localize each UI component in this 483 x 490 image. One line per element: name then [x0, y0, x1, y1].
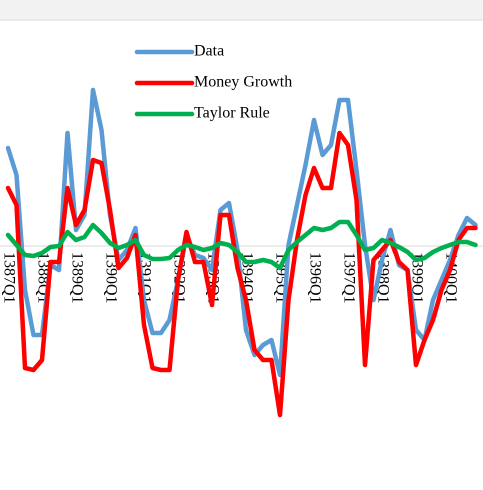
- plot-area: 1387Q1 1388Q1 1389Q1 1390Q1 1391Q1 1392Q1 1393…: [0, 87, 483, 418]
- x-tick-label: 1390Q1: [102, 252, 119, 304]
- top-bar: [0, 0, 483, 20]
- data-line: [5, 87, 478, 378]
- x-tick-label: 1389Q1: [68, 252, 85, 304]
- legend-label: Data: [194, 43, 224, 60]
- legend-label: Money Growth: [194, 74, 292, 91]
- data-line: [5, 130, 478, 418]
- x-tick-label: 1387Q1: [0, 252, 17, 304]
- data-line: [5, 219, 478, 271]
- x-tick-label: 1397Q1: [340, 252, 357, 304]
- x-tick-label: 1398Q1: [374, 252, 391, 304]
- legend-label: Taylor Rule: [194, 105, 270, 122]
- x-tick-label: 1396Q1: [306, 252, 323, 304]
- legend: Data Money Growth Taylor Rule: [134, 43, 292, 122]
